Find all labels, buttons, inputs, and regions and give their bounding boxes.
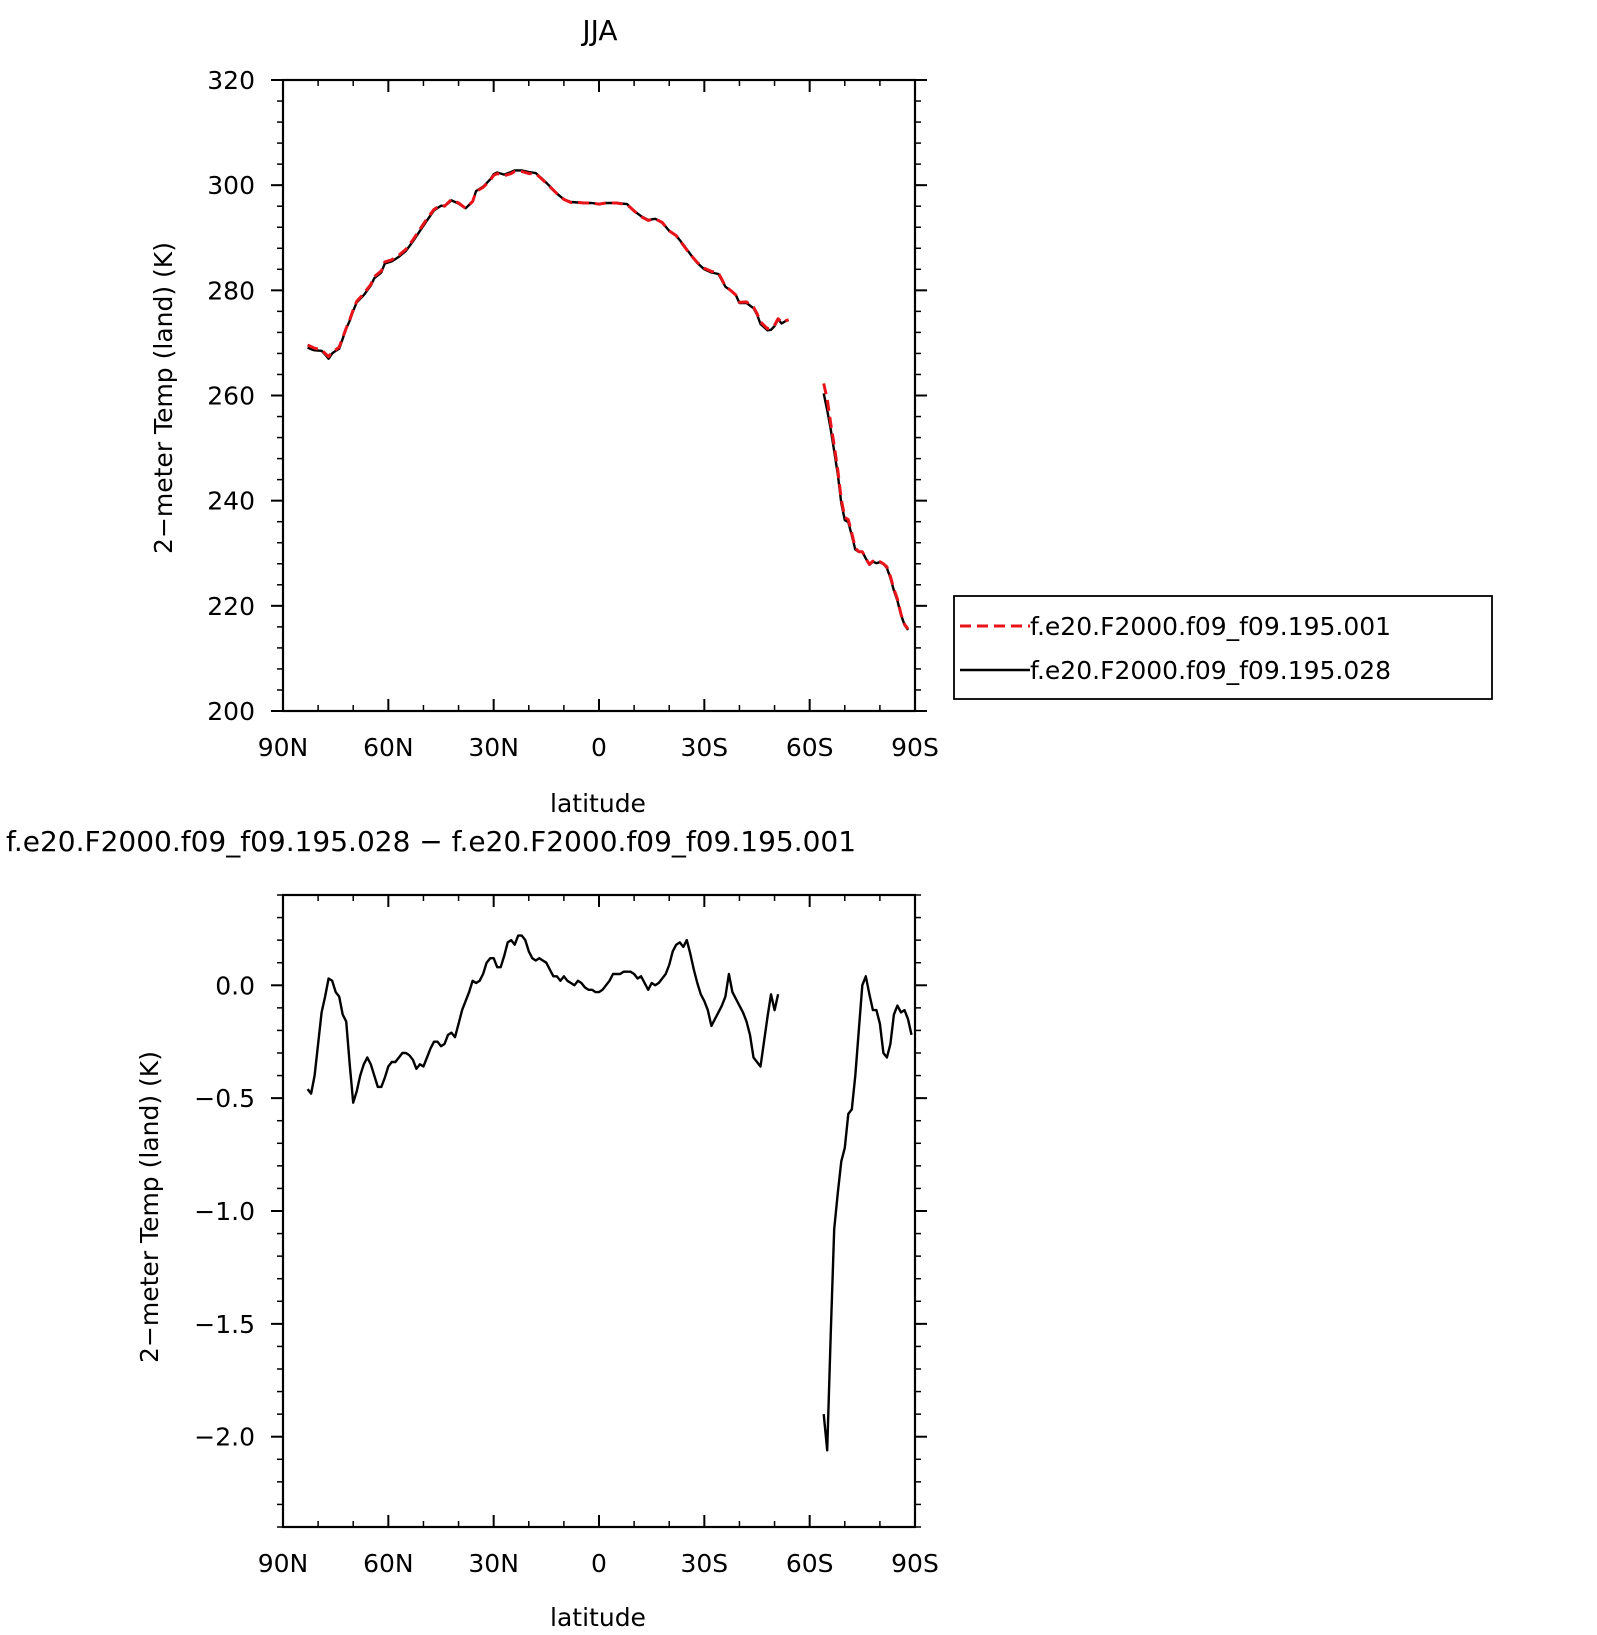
top-series-1-line-segment-2 [822,383,910,630]
bottom-x-tick-label: 90S [891,1549,939,1578]
bottom-x-tick-label: 30N [468,1549,519,1578]
bottom-x-tick-label: 30S [680,1549,728,1578]
bottom-y-tick-label: −1.5 [194,1310,255,1339]
bottom-axis-ticks: 90N 60N 30N 0 30S 60S 90S −2.0 −1.5 −1.0 −0.5 0.0 [194,894,939,1578]
top-y-axis-label: 2−meter Temp (land) (K) [149,242,178,554]
top-chart-title: JJA [580,14,617,47]
top-x-tick-label: 30N [468,733,519,762]
bottom-panel: f.e20.F2000.f09_f09.195.028 − f.e20.F200… [6,825,939,1632]
bottom-x-tick-label: 0 [591,1549,607,1578]
bottom-chart-title: f.e20.F2000.f09_f09.195.028 − f.e20.F200… [6,825,856,858]
bottom-x-axis-label: latitude [550,1603,646,1632]
bottom-series-1-line-segment-2 [822,975,913,1452]
top-x-tick-label: 90N [258,733,309,762]
legend-label-series-2: f.e20.F2000.f09_f09.195.028 [1030,656,1391,685]
top-axis-ticks: 90N 60N 30N 0 30S 60S 90S 200 220 240 260 280 300 320 [207,66,939,762]
legend-box [953,595,1493,700]
top-x-tick-label: 60N [363,733,414,762]
top-y-tick-label: 260 [207,382,255,411]
top-x-axis-label: latitude [550,789,646,818]
top-y-tick-label: 220 [207,592,255,621]
bottom-y-tick-label: 0.0 [215,971,255,1000]
legend-label-series-1: f.e20.F2000.f09_f09.195.001 [1030,612,1391,641]
bottom-y-axis-label: 2−meter Temp (land) (K) [135,1051,164,1363]
top-y-tick-label: 280 [207,276,255,305]
bottom-x-tick-label: 90N [258,1549,309,1578]
top-x-tick-label: 90S [891,733,939,762]
top-plot-frame [281,78,917,713]
top-x-tick-label: 60S [786,733,834,762]
top-x-tick-label: 0 [591,733,607,762]
bottom-series-1-line-segment-1 [306,934,780,1104]
bottom-y-tick-label: −1.0 [194,1197,255,1226]
top-series-1-line-segment-1 [306,170,790,359]
top-y-tick-label: 200 [207,697,255,726]
top-y-tick-label: 300 [207,171,255,200]
top-x-tick-label: 30S [680,733,728,762]
top-panel: JJA 2−meter Temp (land) (K) latitude 90N… [149,14,1493,818]
legend: f.e20.F2000.f09_f09.195.001 f.e20.F2000.… [953,595,1493,700]
bottom-plot-frame [281,893,917,1529]
bottom-series-lines [306,934,913,1452]
top-y-tick-label: 320 [207,66,255,95]
top-y-tick-label: 240 [207,487,255,516]
top-series-2-line-segment-1 [307,169,790,360]
bottom-x-tick-label: 60S [786,1549,834,1578]
top-series-lines [306,169,910,631]
bottom-x-tick-label: 60N [363,1549,414,1578]
bottom-y-tick-label: −0.5 [194,1084,255,1113]
bottom-y-tick-label: −2.0 [194,1423,255,1452]
